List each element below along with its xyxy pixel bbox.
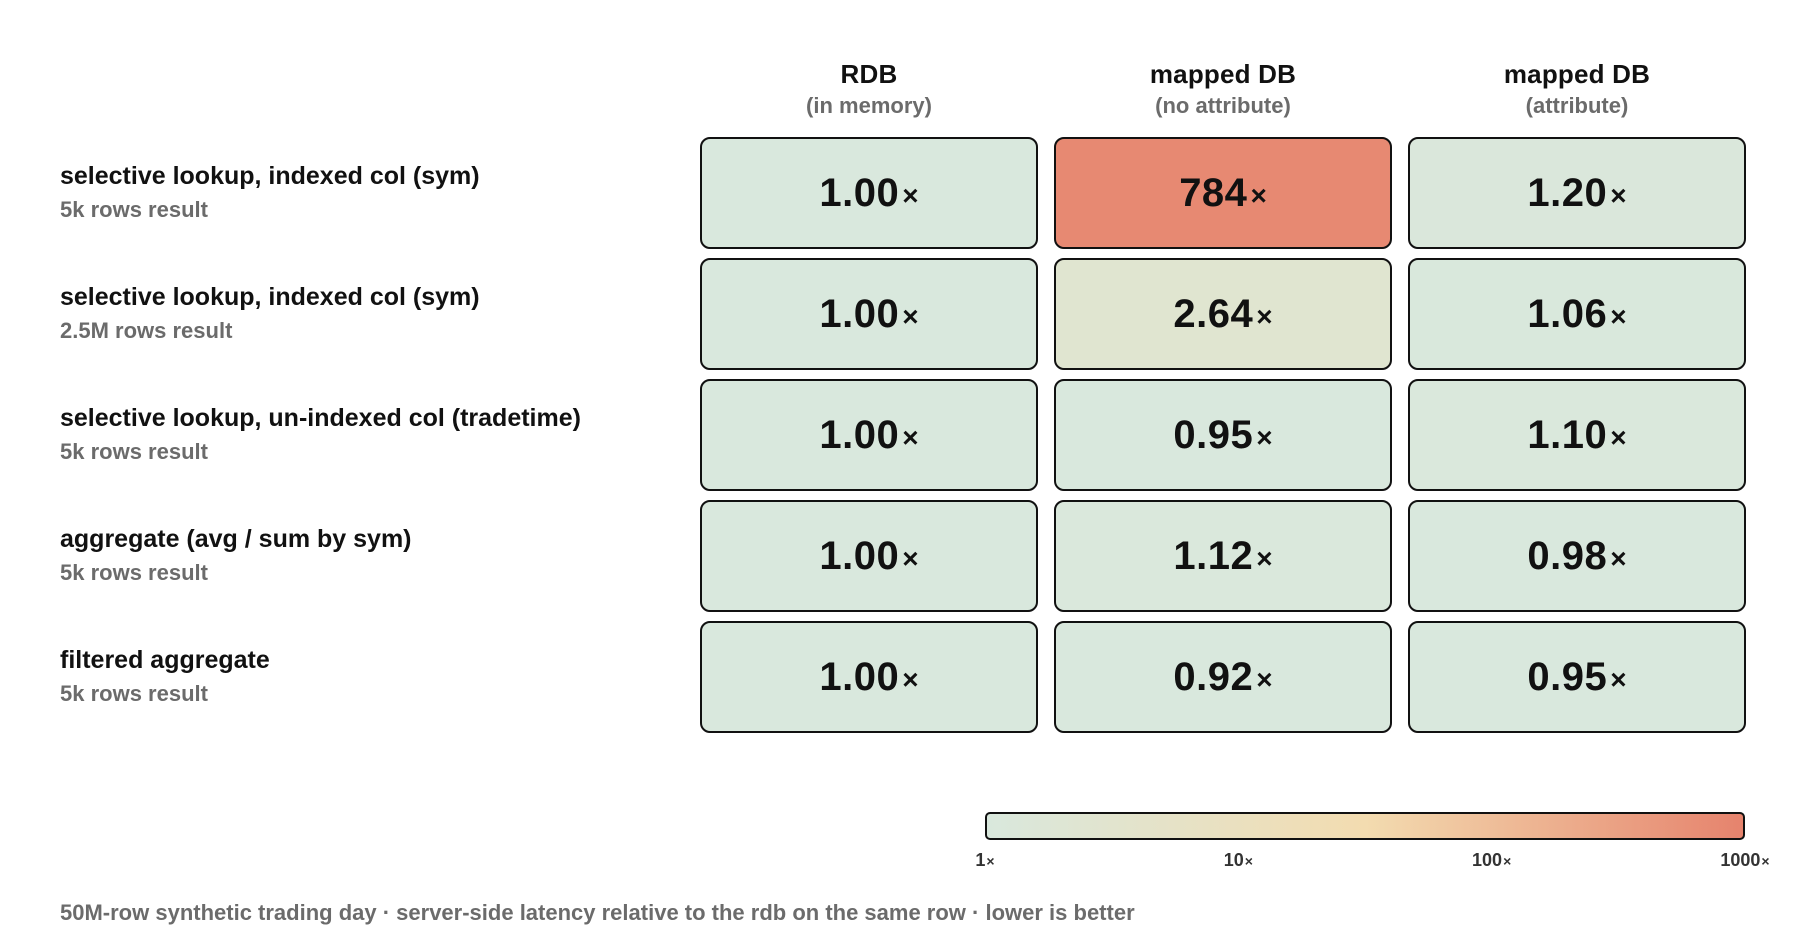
color-scale-bar: [985, 812, 1745, 840]
column-header: RDB (in memory): [700, 58, 1038, 120]
heatmap-cell: 0.98 ×: [1408, 500, 1746, 612]
column-subtitle: (in memory): [806, 93, 932, 118]
heatmap-cell: 1.00 ×: [700, 379, 1038, 491]
heatmap-cell: 1.12 ×: [1054, 500, 1392, 612]
heatmap-cell: 1.20 ×: [1408, 137, 1746, 249]
row-subtitle: 5k rows result: [60, 439, 208, 464]
cell-value: 1.00: [819, 412, 900, 457]
row-label: selective lookup, indexed col (sym) 5k ro…: [60, 161, 680, 224]
heatmap-cell: 1.00 ×: [700, 137, 1038, 249]
cell-suffix: ×: [902, 422, 919, 453]
heatmap-cell: 784 ×: [1054, 137, 1392, 249]
cell-value: 0.92: [1173, 654, 1254, 699]
cell-value: 0.95: [1527, 654, 1608, 699]
row-subtitle: 2.5M rows result: [60, 318, 233, 343]
cell-value: 1.00: [819, 291, 900, 336]
row-label: aggregate (avg / sum by sym) 5k rows resu…: [60, 524, 680, 587]
column-header: mapped DB (no attribute): [1054, 58, 1392, 120]
row-title: selective lookup, indexed col (sym): [60, 283, 480, 311]
row-subtitle: 5k rows result: [60, 560, 208, 585]
scale-tick-label: 10×: [1223, 850, 1253, 870]
cell-suffix: ×: [1610, 301, 1627, 332]
heatmap-cell: 0.95 ×: [1408, 621, 1746, 733]
cell-suffix: ×: [1610, 543, 1627, 574]
cell-value: 1.00: [819, 654, 900, 699]
heatmap-cell: 0.95 ×: [1054, 379, 1392, 491]
row-title: selective lookup, un-indexed col (tradet…: [60, 404, 581, 432]
footnote: 50M-row synthetic trading day · server-s…: [60, 900, 1135, 925]
cell-value: 784: [1179, 170, 1248, 215]
cell-value: 0.98: [1527, 533, 1608, 578]
row-title: aggregate (avg / sum by sym): [60, 525, 412, 553]
cell-value: 1.20: [1527, 170, 1608, 215]
row-label: selective lookup, un-indexed col (tradet…: [60, 403, 680, 466]
heatmap-cell: 1.00 ×: [700, 621, 1038, 733]
heatmap-cell: 0.92 ×: [1054, 621, 1392, 733]
row-subtitle: 5k rows result: [60, 681, 208, 706]
heatmap-cell: 1.00 ×: [700, 258, 1038, 370]
scale-tick-label: 1×: [975, 850, 995, 870]
cell-value: 0.95: [1173, 412, 1254, 457]
cell-suffix: ×: [902, 180, 919, 211]
column-title: mapped DB: [1503, 59, 1651, 89]
cell-value: 1.10: [1527, 412, 1608, 457]
cell-suffix: ×: [1256, 543, 1273, 574]
cell-suffix: ×: [1250, 180, 1267, 211]
column-header: mapped DB (attribute): [1408, 58, 1746, 120]
row-title: selective lookup, indexed col (sym): [60, 162, 480, 190]
cell-suffix: ×: [1610, 422, 1627, 453]
cell-value: 1.06: [1527, 291, 1608, 336]
cell-suffix: ×: [902, 664, 919, 695]
scale-tick-label: 1000×: [1720, 850, 1770, 870]
column-title: mapped DB: [1149, 59, 1297, 89]
row-subtitle: 5k rows result: [60, 197, 208, 222]
cell-value: 2.64: [1173, 291, 1254, 336]
cell-value: 1.00: [819, 170, 900, 215]
row-label: filtered aggregate 5k rows result: [60, 645, 680, 708]
heatmap-cell: 1.00 ×: [700, 500, 1038, 612]
cell-suffix: ×: [1256, 422, 1273, 453]
column-subtitle: (attribute): [1525, 93, 1629, 118]
row-title: filtered aggregate: [60, 646, 270, 674]
cell-value: 1.12: [1173, 533, 1254, 578]
scale-tick-label: 100×: [1472, 850, 1512, 870]
heatmap-cell: 2.64 ×: [1054, 258, 1392, 370]
column-title: RDB: [840, 59, 898, 89]
heatmap-cell: 1.10 ×: [1408, 379, 1746, 491]
cell-suffix: ×: [1256, 301, 1273, 332]
heatmap-cell: 1.06 ×: [1408, 258, 1746, 370]
row-label: selective lookup, indexed col (sym) 2.5M …: [60, 282, 680, 345]
cell-suffix: ×: [1610, 180, 1627, 211]
cell-value: 1.00: [819, 533, 900, 578]
cell-suffix: ×: [1256, 664, 1273, 695]
cell-suffix: ×: [1610, 664, 1627, 695]
cell-suffix: ×: [902, 543, 919, 574]
cell-suffix: ×: [902, 301, 919, 332]
column-subtitle: (no attribute): [1155, 93, 1291, 118]
